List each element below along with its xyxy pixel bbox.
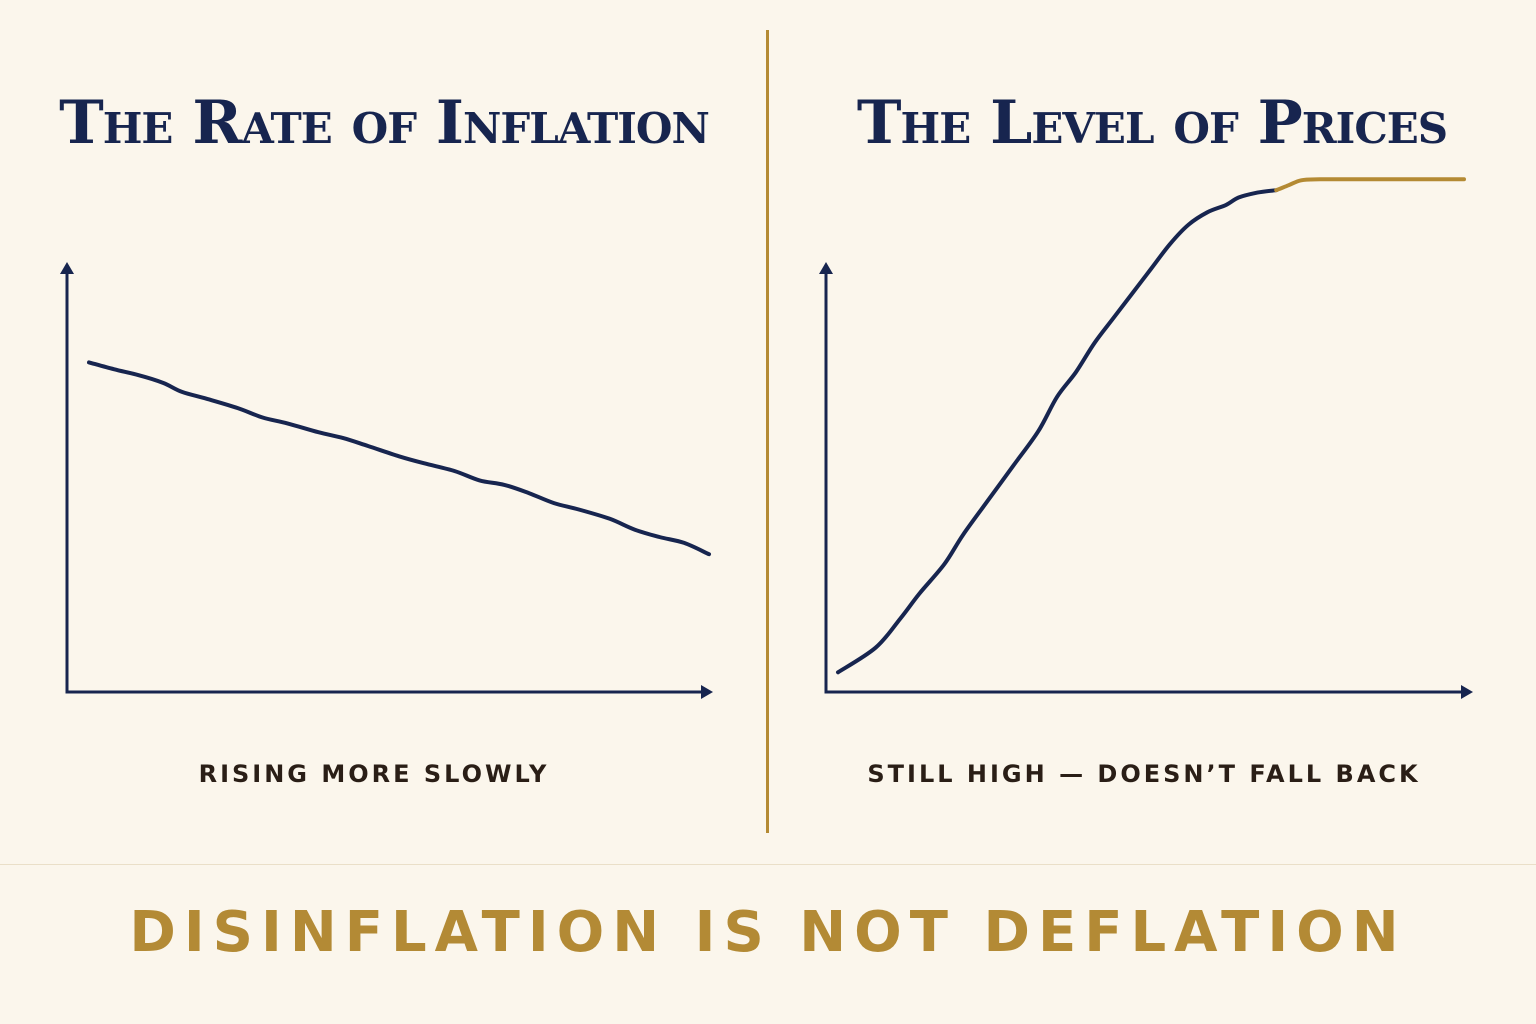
series-line-1 xyxy=(87,360,711,557)
chart-caption-left: RISING MORE SLOWLY xyxy=(198,760,550,788)
axes xyxy=(60,262,713,699)
y-axis-arrow-icon xyxy=(819,262,833,274)
price-level-chart xyxy=(819,177,1473,699)
series-line-2 xyxy=(1274,177,1466,193)
y-axis-arrow-icon xyxy=(60,262,74,274)
chart-title-left: The Rate of Inflation xyxy=(59,88,710,158)
vertical-divider xyxy=(766,30,769,833)
chart-title-right: The Level of Prices xyxy=(856,88,1448,158)
series-line-1 xyxy=(836,188,1279,675)
axes xyxy=(819,262,1473,699)
inflation-rate-chart xyxy=(60,262,713,699)
headline: DISINFLATION IS NOT DEFLATION xyxy=(129,900,1407,965)
chart-caption-right: STILL HIGH — DOESN’T FALL BACK xyxy=(867,760,1421,788)
x-axis-arrow-icon xyxy=(1461,685,1473,699)
horizontal-divider xyxy=(0,864,1536,865)
x-axis-arrow-icon xyxy=(701,685,713,699)
